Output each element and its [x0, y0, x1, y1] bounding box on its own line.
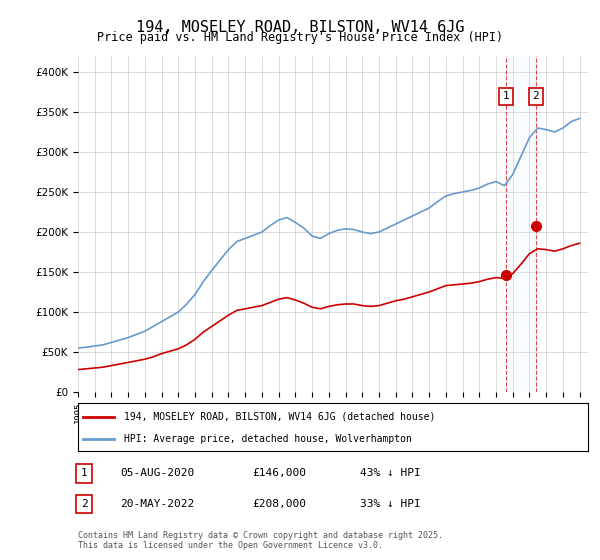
- Text: 33% ↓ HPI: 33% ↓ HPI: [360, 499, 421, 509]
- Text: 194, MOSELEY ROAD, BILSTON, WV14 6JG (detached house): 194, MOSELEY ROAD, BILSTON, WV14 6JG (de…: [124, 412, 435, 422]
- Text: 1: 1: [80, 468, 88, 478]
- Text: 194, MOSELEY ROAD, BILSTON, WV14 6JG: 194, MOSELEY ROAD, BILSTON, WV14 6JG: [136, 20, 464, 35]
- Text: £146,000: £146,000: [252, 468, 306, 478]
- Text: 2: 2: [80, 499, 88, 509]
- Text: 20-MAY-2022: 20-MAY-2022: [120, 499, 194, 509]
- Text: 43% ↓ HPI: 43% ↓ HPI: [360, 468, 421, 478]
- Text: HPI: Average price, detached house, Wolverhampton: HPI: Average price, detached house, Wolv…: [124, 434, 412, 444]
- Text: £208,000: £208,000: [252, 499, 306, 509]
- Text: Price paid vs. HM Land Registry's House Price Index (HPI): Price paid vs. HM Land Registry's House …: [97, 31, 503, 44]
- Text: Contains HM Land Registry data © Crown copyright and database right 2025.
This d: Contains HM Land Registry data © Crown c…: [78, 530, 443, 550]
- Text: 1: 1: [503, 91, 509, 101]
- Bar: [506, 56, 536, 392]
- Text: 05-AUG-2020: 05-AUG-2020: [120, 468, 194, 478]
- Text: 2: 2: [532, 91, 539, 101]
